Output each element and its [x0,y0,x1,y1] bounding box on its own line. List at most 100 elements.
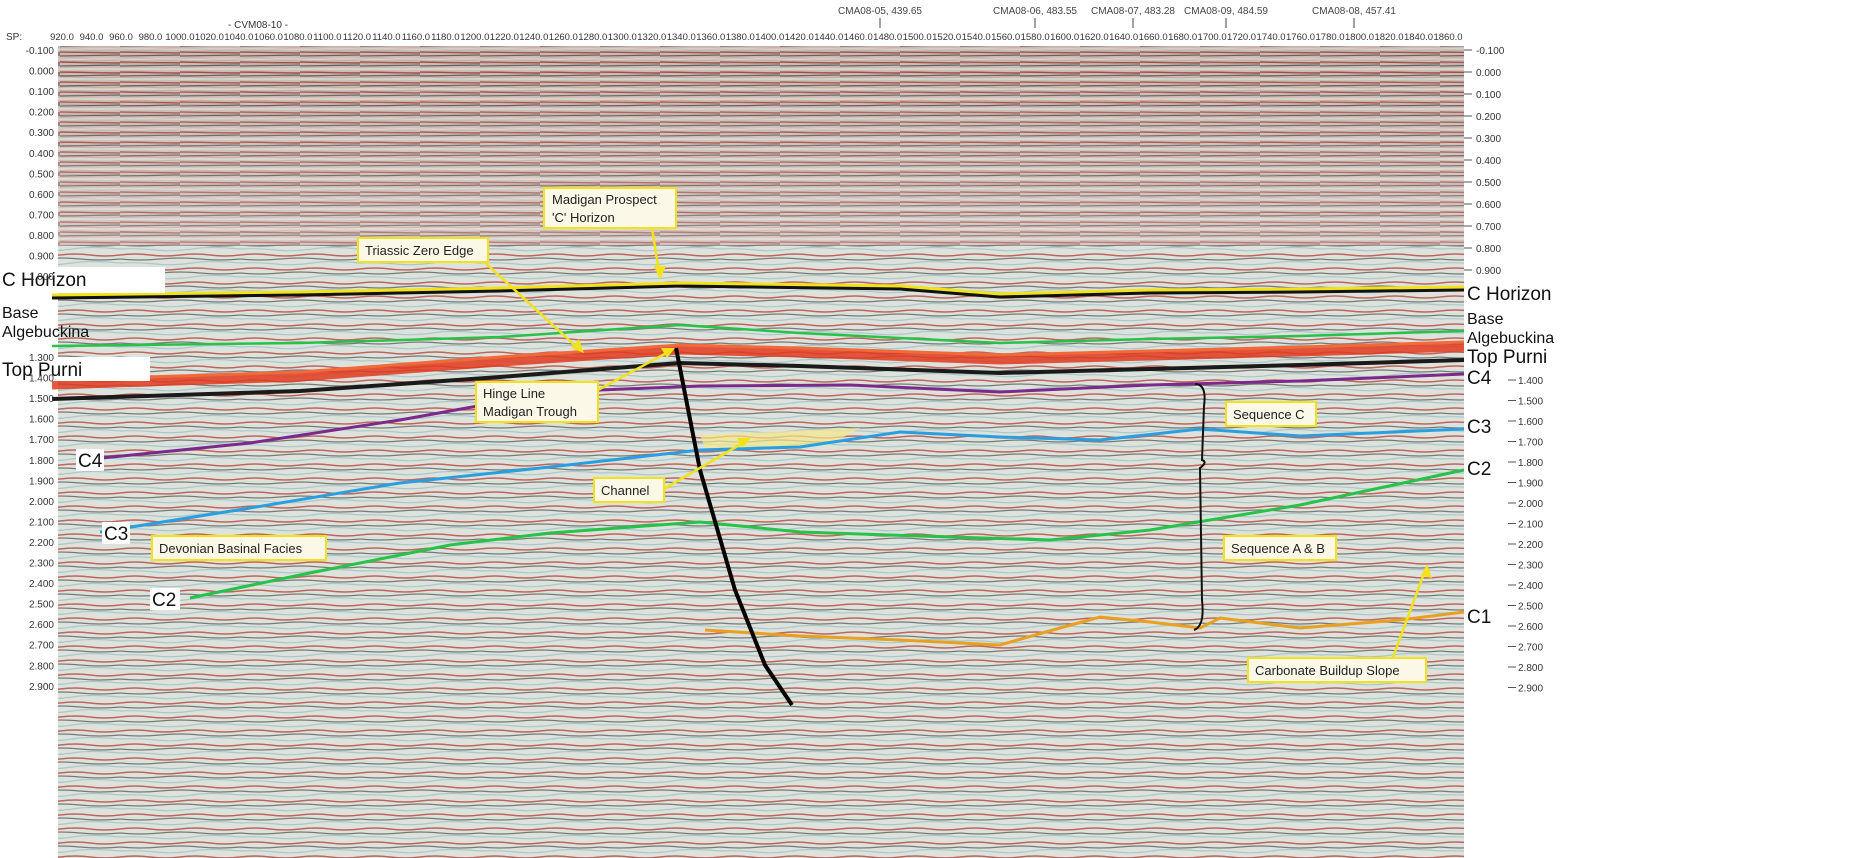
left-time-label: 1.500 [29,394,54,405]
hinge-line-arrowhead [661,348,675,358]
well-label: CMA08-08, 457.41 [1312,6,1396,17]
line-label: - CVM08-10 - [228,20,288,31]
madigan-prospect-line1: Madigan Prospect [552,192,657,207]
right-time-label: 0.500 [1476,178,1501,189]
carbonate-buildup-arrowhead [1421,564,1432,578]
right-margin-bg [1464,40,1869,858]
annotation-arrows [479,227,1428,661]
top-purni-right-label: Top Purni [1467,347,1547,368]
right-time-label: 1.900 [1518,479,1543,490]
left-time-label: 0.900 [29,252,54,263]
left-time-label: 1.700 [29,435,54,446]
right-time-label: 0.700 [1476,222,1501,233]
base-algebuckina-left-label-2: Algebuckina [2,324,89,341]
shotpoint-label: 980.0 [139,32,163,43]
c3-left-label-bg [102,522,130,544]
shotpoint-label: 1120.0 [343,32,371,43]
top-purni-band [51,342,1465,390]
left-time-label: 0.200 [29,108,54,119]
left-time-label: 2.400 [29,579,54,590]
shotpoint-label: 1860.0 [1433,32,1462,43]
shotpoint-label: 1620.0 [1080,32,1109,43]
right-time-label: 2.200 [1518,540,1543,551]
top-purni-line [51,340,1465,382]
left-time-label: -0.100 [26,46,55,57]
top-purni-left-label: Top Purni [2,360,82,381]
shotpoint-label: 1640.0 [1109,32,1138,43]
shotpoint-label: 1240.0 [519,32,548,43]
horizons [51,281,1465,707]
c-horizon-line-shadow [51,282,1465,300]
right-time-ticks-bottom: 1.400 1.500 1.600 1.700 1.800 1.900 2.000 2.100… [1508,376,1543,695]
shotpoint-label: 1340.0 [667,32,696,43]
right-time-label: 2.400 [1518,581,1543,592]
shotpoint-label: 1760.0 [1286,32,1315,43]
sequence-c-label: Sequence C [1233,407,1305,422]
c2-left-label: C2 [152,590,176,611]
right-time-label: 2.600 [1518,622,1543,633]
right-time-label: 0.100 [1476,90,1501,101]
shotpoint-label: 1140.0 [372,32,400,43]
well-label: CMA08-09, 484.59 [1184,6,1268,17]
triassic-zero-edge-arrow [479,257,581,351]
right-time-label: -0.100 [1476,46,1505,57]
hinge-line-line1: Hinge Line [483,386,545,401]
c1-right-label: C1 [1467,607,1491,628]
devonian-basinal-facies-label: Devonian Basinal Facies [159,541,303,556]
shotpoint-label: 1600.0 [1050,32,1079,43]
right-time-label: 2.900 [1518,684,1543,695]
shotpoint-label: 1660.0 [1139,32,1168,43]
shotpoint-label: 1680.0 [1168,32,1197,43]
left-time-label: 2.700 [29,641,54,652]
left-time-label: 1.900 [29,476,54,487]
shotpoint-label: 1840.0 [1404,32,1433,43]
madigan-prospect-box: Madigan Prospect 'C' Horizon [543,187,677,229]
left-horizon-labels: C Horizon Base Algebuckina Top Purni C4 … [0,267,180,611]
right-time-label: 0.000 [1476,68,1501,79]
left-time-label: 0.700 [29,210,54,221]
shotpoint-label: 1700.0 [1198,32,1227,43]
annotation-boxes: Madigan Prospect 'C' Horizon Triassic Ze… [151,187,1427,683]
shotpoint-label: 1440.0 [814,32,843,43]
shotpoint-label: 1180.0 [431,32,459,43]
shotpoint-label: 1580.0 [1021,32,1050,43]
well-label: CMA08-06, 483.55 [993,6,1077,17]
hinge-line-line2: Madigan Trough [483,404,577,419]
sequence-ab-label: Sequence A & B [1231,541,1325,556]
c3-right-label: C3 [1467,417,1491,438]
c2-right-label: C2 [1467,459,1491,480]
left-time-label: 0.400 [29,149,54,160]
right-time-label: 0.800 [1476,244,1501,255]
right-time-label: 1.500 [1518,397,1543,408]
carbonate-buildup-slope-box: Carbonate Buildup Slope [1247,657,1427,683]
shotpoint-label: 1780.0 [1316,32,1345,43]
c3-line [99,427,1465,534]
shotpoint-label: 1100.0 [313,32,341,43]
triassic-zero-edge-label: Triassic Zero Edge [365,243,474,258]
well-label: CMA08-05, 439.65 [838,6,922,17]
right-time-label: 0.600 [1476,200,1501,211]
left-time-label: 0.800 [29,231,54,242]
top-purni-dark-reflector [51,358,1465,401]
shotpoint-label: 1540.0 [962,32,991,43]
c4-line [101,372,1465,460]
sp-label: SP: [6,32,22,43]
shotpoint-label: 1020.0 [195,32,224,43]
seismic-image [58,46,1464,858]
left-time-label: 1.800 [29,456,54,467]
right-time-label: 0.400 [1476,156,1501,167]
left-time-label: 2.100 [29,517,54,528]
header: SP: - CVM08-10 - 920.0 940.0 960.0 980.0 100… [6,6,1463,43]
right-time-label: 0.900 [1476,266,1501,277]
right-time-label: 2.500 [1518,602,1543,613]
left-time-label: 2.200 [29,538,54,549]
shotpoint-label: 1220.0 [490,32,519,43]
right-time-label: 2.000 [1518,499,1543,510]
well-label: CMA08-07, 483.28 [1091,6,1175,17]
right-margin: -0.100 0.000 0.100 0.200 0.300 0.400 0.500 0.60… [1464,40,1869,858]
right-time-label: 1.800 [1518,458,1543,469]
base-algebuckina-line [51,323,1465,348]
shotpoint-label: 1740.0 [1257,32,1286,43]
channel-arrow [661,438,749,492]
